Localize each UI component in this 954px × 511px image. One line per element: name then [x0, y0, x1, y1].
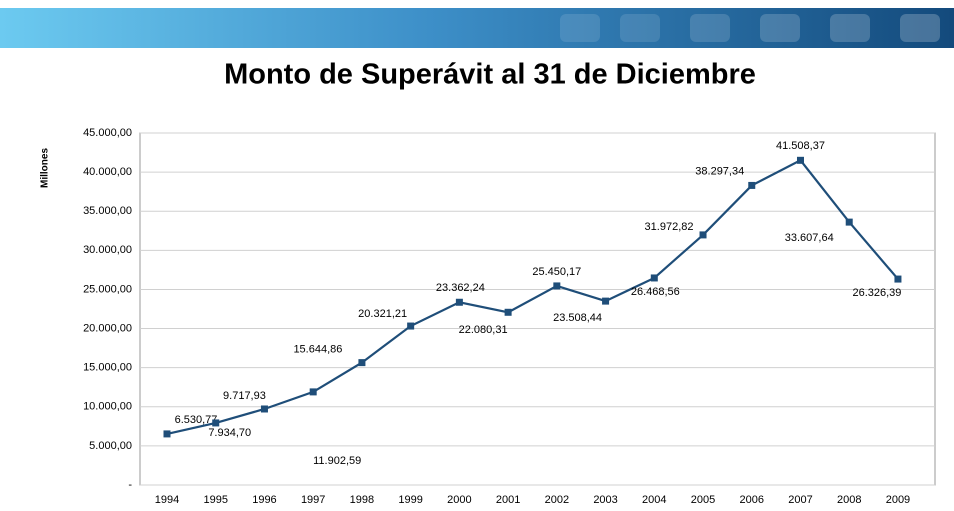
y-tick-label: 25.000,00: [83, 283, 132, 295]
y-tick-label: 40.000,00: [83, 166, 132, 178]
y-tick-label: 30.000,00: [83, 244, 132, 256]
x-tick-label: 1999: [398, 494, 422, 506]
point-marker: [358, 359, 366, 367]
data-label: 33.607,64: [785, 232, 834, 244]
y-tick-label: -: [128, 479, 132, 491]
x-tick-label: 2005: [691, 494, 715, 506]
x-tick-label: 2003: [593, 494, 617, 506]
x-tick-label: 2000: [447, 494, 471, 506]
y-axis-label: Millones: [40, 148, 51, 188]
data-label: 22.080,31: [459, 324, 508, 336]
point-marker: [455, 298, 463, 306]
y-tick-label: 20.000,00: [83, 322, 132, 334]
point-marker: [796, 156, 804, 164]
y-tick-label: 10.000,00: [83, 401, 132, 413]
x-tick-label: 2009: [886, 494, 910, 506]
y-tick-label: 15.000,00: [83, 362, 132, 374]
x-tick-label: 2004: [642, 494, 666, 506]
data-label: 23.362,24: [436, 282, 485, 294]
x-tick-label: 2007: [788, 494, 812, 506]
point-marker: [163, 430, 171, 438]
y-tick-label: 5.000,00: [89, 440, 132, 452]
data-label: 6.530,77: [175, 414, 218, 426]
y-tick-label: 35.000,00: [83, 205, 132, 217]
x-tick-label: 2002: [545, 494, 569, 506]
point-marker: [309, 388, 317, 396]
data-label: 11.902,59: [313, 455, 361, 467]
x-tick-label: 1996: [252, 494, 276, 506]
y-tick-label: 45.000,00: [83, 127, 132, 139]
series-line: [166, 158, 899, 435]
plot-area: [139, 132, 936, 486]
x-tick-label: 1995: [203, 494, 227, 506]
point-marker: [602, 297, 610, 305]
x-tick-label: 2006: [740, 494, 764, 506]
data-label: 9.717,93: [223, 390, 266, 402]
header-banner: [0, 8, 954, 48]
data-label: 41.508,37: [776, 140, 825, 152]
data-label: 26.468,56: [631, 286, 680, 298]
point-marker: [894, 275, 902, 283]
point-marker: [212, 419, 220, 427]
data-label: 25.450,17: [532, 266, 581, 278]
point-marker: [748, 181, 756, 189]
data-label: 20.321,21: [358, 308, 407, 320]
data-label: 7.934,70: [208, 427, 251, 439]
data-label: 23.508,44: [553, 312, 602, 324]
data-label: 31.972,82: [645, 221, 694, 233]
point-marker: [260, 405, 268, 413]
point-marker: [845, 218, 853, 226]
point-marker: [699, 231, 707, 239]
x-tick-label: 1998: [350, 494, 374, 506]
point-marker: [407, 322, 415, 330]
chart-title: Monto de Superávit al 31 de Diciembre: [224, 59, 756, 91]
point-marker: [650, 274, 658, 282]
point-marker: [553, 282, 561, 290]
x-tick-label: 2001: [496, 494, 520, 506]
data-label: 26.326,39: [852, 287, 901, 299]
x-tick-label: 1997: [301, 494, 325, 506]
x-tick-label: 1994: [155, 494, 179, 506]
x-tick-label: 2008: [837, 494, 861, 506]
data-label: 38.297,34: [695, 165, 744, 177]
point-marker: [504, 308, 512, 316]
data-label: 15.644,86: [293, 344, 342, 356]
